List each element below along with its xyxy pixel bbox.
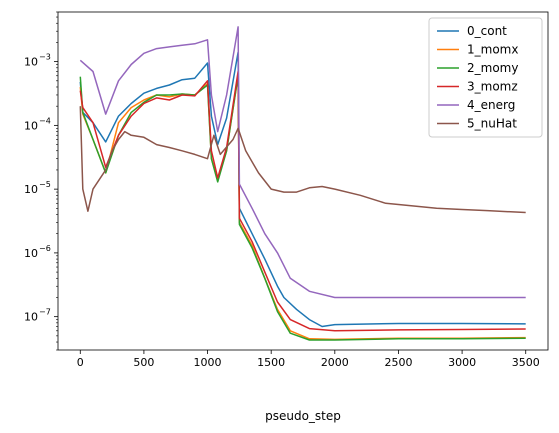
legend-label-5_nuHat: 5_nuHat — [467, 117, 517, 131]
x-tick-label: 0 — [77, 356, 84, 369]
x-tick-label: 1000 — [194, 356, 222, 369]
y-tick-label: 10 — [24, 119, 38, 132]
x-axis: 0 500 1000 1500 2000 2500 3000 3500 — [77, 350, 540, 369]
series-line-3_momz — [79, 70, 526, 332]
legend-box — [428, 17, 543, 138]
y-tick-exponent: −6 — [39, 244, 51, 253]
series-line-5_nuHat — [79, 106, 526, 214]
plot-frame — [57, 11, 549, 351]
x-tick-label: 3000 — [448, 356, 476, 369]
legend-label-1_momx: 1_momx — [467, 43, 518, 57]
y-tick-label: 10 — [24, 247, 38, 260]
series-line-0_cont — [79, 51, 526, 328]
x-tick-label: 3500 — [512, 356, 540, 369]
series-line-4_energ — [79, 26, 526, 299]
x-axis-label: pseudo_step — [265, 409, 341, 423]
y-axis: 10−710−610−510−410−3 — [24, 11, 58, 351]
legend-label-4_energ: 4_energ — [467, 98, 515, 112]
legend: 0_cont 1_momx 2_momy 3_momz 4_energ 5_nuHat — [428, 17, 543, 138]
y-tick-label: 10 — [24, 311, 38, 324]
legend-label-0_cont: 0_cont — [467, 24, 507, 38]
x-tick-label: 2500 — [384, 356, 412, 369]
y-tick-exponent: −3 — [39, 53, 51, 62]
y-tick-label: 10 — [24, 56, 38, 69]
y-tick-exponent: −5 — [39, 180, 51, 189]
x-tick-label: 500 — [133, 356, 154, 369]
x-tick-label: 1500 — [257, 356, 285, 369]
legend-label-2_momy: 2_momy — [467, 61, 518, 75]
y-tick-label: 10 — [24, 183, 38, 196]
series-layer — [79, 26, 526, 341]
y-tick-exponent: −7 — [39, 308, 51, 317]
x-tick-label: 2000 — [321, 356, 349, 369]
y-tick-exponent: −4 — [39, 116, 51, 125]
legend-label-3_momz: 3_momz — [467, 80, 518, 94]
